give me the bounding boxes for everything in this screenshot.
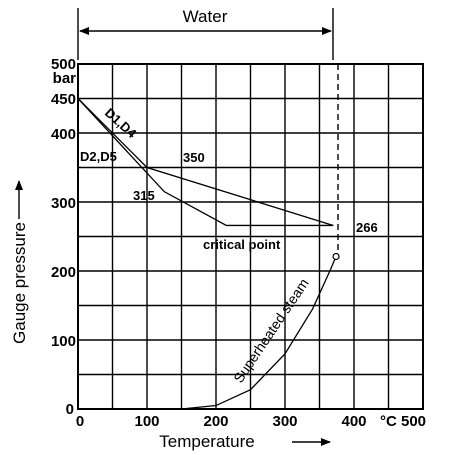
x-axis-title-group: Temperature xyxy=(159,432,331,451)
y-tick-label-0: 0 xyxy=(66,401,74,418)
y-tick-label-100: 100 xyxy=(51,333,76,350)
data-label-350: 350 xyxy=(183,150,205,165)
series-label-d2-d5: D2,D5 xyxy=(80,149,117,164)
y-unit-label: bar xyxy=(53,70,77,87)
y-tick-label-200: 200 xyxy=(51,264,76,281)
critical-point-marker xyxy=(332,252,340,261)
y-axis-title-group: Gauge pressure xyxy=(10,180,29,344)
series-line-d2-d5 xyxy=(77,98,334,227)
critical-point-label: critical point xyxy=(203,237,281,252)
series-line-superheated-steam xyxy=(181,256,337,410)
y-tick-label-300: 300 xyxy=(51,195,76,212)
x-axis-title: Temperature xyxy=(159,432,254,451)
data-label-266: 266 xyxy=(356,220,378,235)
series-label-d1-d4: D1,D4 xyxy=(102,105,140,141)
x-tick-label-400: 400 xyxy=(341,413,366,430)
y-tick-label-400: 400 xyxy=(51,126,76,143)
chart-grid xyxy=(78,64,423,409)
y-tick-label-top: 500 xyxy=(51,56,76,73)
water-range-bar: Water xyxy=(77,7,334,60)
x-unit-label: °C 500 xyxy=(380,413,426,430)
data-label-315: 315 xyxy=(133,188,155,203)
water-label: Water xyxy=(183,7,228,26)
x-tick-label-0: 0 xyxy=(76,413,84,430)
x-tick-label-100: 100 xyxy=(134,413,159,430)
label-d1-d4-group: D1,D4 xyxy=(102,105,140,141)
x-tick-label-200: 200 xyxy=(203,413,228,430)
y-tick-label-450: 450 xyxy=(51,91,76,108)
y-axis-title: Gauge pressure xyxy=(10,222,29,344)
x-tick-label-300: 300 xyxy=(272,413,297,430)
series-line-d1-d4 xyxy=(77,98,334,227)
plot-frame xyxy=(77,63,424,410)
